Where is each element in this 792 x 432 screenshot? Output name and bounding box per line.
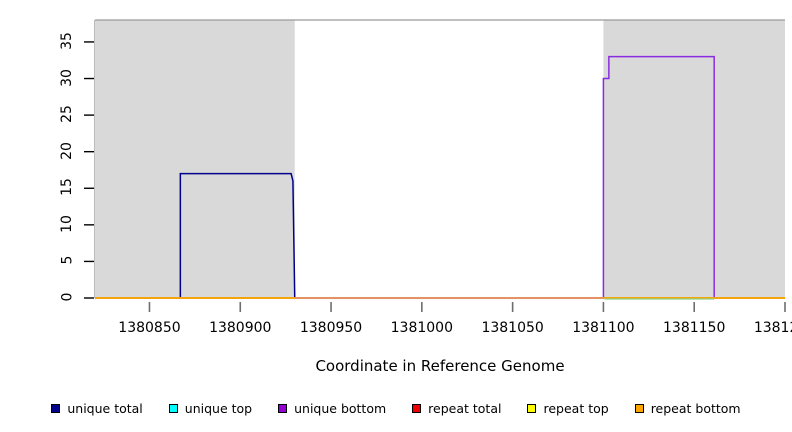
shaded-region-1 bbox=[603, 20, 785, 298]
legend-label: unique total bbox=[67, 400, 143, 416]
legend-swatch-icon bbox=[412, 403, 422, 413]
series-unique-bottom bbox=[95, 55, 785, 299]
legend-swatch-icon bbox=[278, 403, 288, 413]
x-tick-label-0: 1380850 bbox=[118, 320, 181, 336]
legend-item-unique-top[interactable]: unique top bbox=[168, 400, 253, 416]
legend-item-repeat-total[interactable]: repeat total bbox=[412, 401, 501, 416]
x-tick-label-7: 1381200 bbox=[753, 320, 792, 336]
x-tick-label-4: 1381050 bbox=[481, 320, 544, 336]
legend-item-repeat-top[interactable]: repeat top bbox=[527, 400, 609, 416]
legend-label: repeat bottom bbox=[650, 400, 741, 416]
legend-label: unique top bbox=[184, 400, 253, 416]
legend-swatch-icon bbox=[527, 403, 537, 413]
x-tick-label-2: 1380950 bbox=[299, 320, 363, 336]
legend-swatch-icon bbox=[634, 403, 644, 413]
legend-swatch-icon bbox=[168, 403, 178, 413]
x-tick-label-3: 1381000 bbox=[390, 320, 453, 336]
plot-area bbox=[84, 19, 786, 312]
legend-item-repeat-bottom[interactable]: repeat bottom bbox=[634, 400, 741, 416]
legend-swatch-icon bbox=[51, 403, 61, 413]
shaded-region-0 bbox=[95, 20, 295, 298]
x-tick-label-1: 1380900 bbox=[209, 320, 272, 336]
legend-label: repeat total bbox=[428, 400, 502, 416]
legend-label: repeat top bbox=[543, 400, 609, 416]
legend-item-unique-total[interactable]: unique total bbox=[51, 400, 143, 416]
legend-item-unique-bottom[interactable]: unique bottom bbox=[278, 401, 386, 416]
x-tick-label-6: 1381150 bbox=[663, 320, 726, 336]
legend-label: unique bottom bbox=[294, 400, 387, 416]
x-axis-title: Coordinate in Reference Genome bbox=[315, 357, 565, 375]
x-tick-label-5: 1381100 bbox=[572, 320, 635, 336]
chart-legend: unique total unique top unique bottom repea… bbox=[0, 398, 792, 418]
